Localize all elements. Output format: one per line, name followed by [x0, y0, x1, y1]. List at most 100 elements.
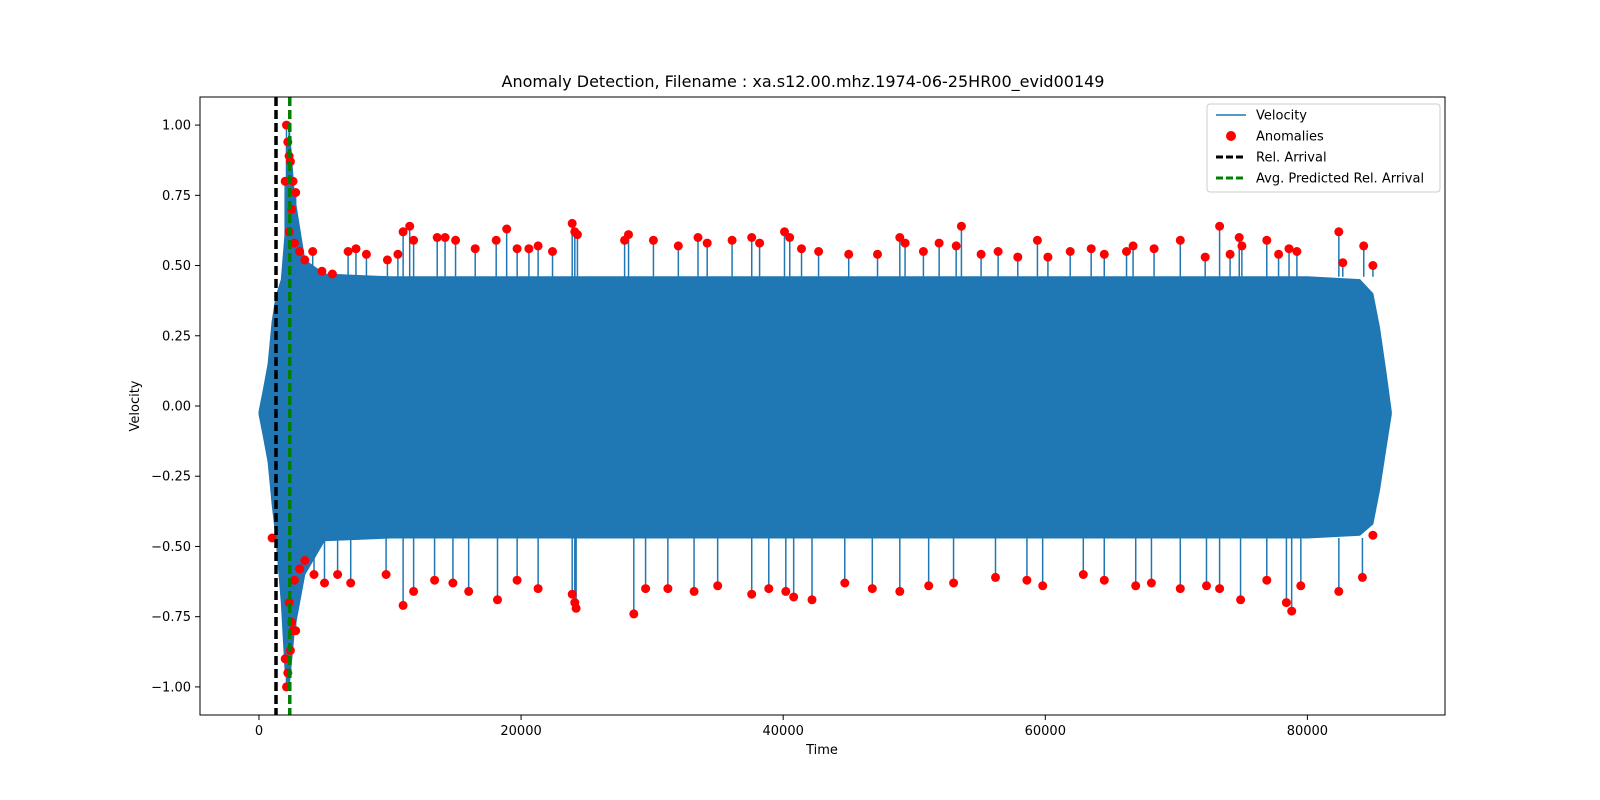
anomaly-point — [1234, 233, 1244, 242]
anomaly-point — [1202, 581, 1211, 591]
anomaly-point — [1175, 235, 1185, 245]
anomaly-point — [951, 241, 961, 251]
anomaly-point — [814, 247, 824, 256]
anomaly-point — [1146, 578, 1156, 588]
anomaly-point — [440, 233, 450, 242]
anomaly-point — [624, 230, 633, 240]
anomaly-point — [409, 586, 419, 596]
anomaly-point — [1334, 586, 1344, 596]
legend-label-velocity: Velocity — [1256, 109, 1307, 124]
anomaly-point — [398, 600, 408, 610]
anomaly-point — [713, 581, 723, 591]
anomaly-point — [1131, 581, 1141, 591]
anomaly-point — [648, 235, 658, 245]
anomaly-point — [934, 238, 944, 248]
anomaly-point — [512, 244, 522, 254]
anomaly-point — [867, 584, 877, 594]
anomaly-point — [327, 269, 337, 279]
anomaly-point — [991, 572, 1000, 582]
anomaly-point — [382, 255, 392, 265]
velocity-series — [258, 125, 1392, 688]
legend-frame — [1206, 103, 1441, 193]
anomaly-point — [291, 626, 301, 636]
anomaly-point — [567, 218, 577, 228]
y-tick-label: 0.50 — [162, 259, 191, 274]
anomaly-point — [918, 247, 928, 256]
anomaly-point — [502, 224, 512, 234]
anomaly-point — [956, 221, 966, 231]
anomaly-point — [381, 570, 391, 579]
anomaly-point — [755, 238, 765, 248]
anomaly-point — [409, 235, 419, 245]
anomaly-point — [1284, 244, 1294, 254]
anomaly-point — [1215, 584, 1225, 594]
x-tick-label: 80000 — [1287, 724, 1328, 739]
anomaly-point — [1236, 595, 1246, 605]
chart-title: Anomaly Detection, Filename : xa.s12.00.… — [502, 72, 1105, 92]
anomaly-point — [1357, 572, 1367, 582]
anomaly-point — [432, 233, 442, 242]
y-axis-label: Velocity — [128, 380, 143, 431]
anomaly-point — [1043, 252, 1053, 262]
y-tick-label: −0.75 — [151, 610, 191, 625]
anomaly-point — [1262, 575, 1272, 585]
x-tick-label: 20000 — [500, 724, 541, 739]
anomaly-point — [1215, 221, 1225, 231]
anomaly-point — [291, 188, 301, 197]
anomaly-point — [491, 235, 501, 245]
anomaly-point — [629, 609, 639, 619]
anomaly-point — [333, 570, 343, 579]
anomaly-point — [1287, 606, 1297, 616]
anomaly-point — [747, 233, 757, 242]
x-tick-label: 0 — [255, 724, 263, 739]
anomaly-point — [1013, 252, 1023, 262]
anomaly-point — [949, 578, 959, 588]
anomaly-point — [470, 244, 480, 254]
anomaly-point — [1078, 570, 1088, 579]
legend-label-anomalies: Anomalies — [1256, 130, 1324, 145]
anomaly-point — [280, 654, 290, 664]
y-tick-label: 0.25 — [162, 329, 191, 344]
anomaly-point — [1368, 261, 1378, 270]
anomaly-point — [289, 575, 299, 585]
anomaly-point — [1022, 575, 1032, 585]
anomaly-point — [840, 578, 850, 588]
anomaly-point — [873, 249, 882, 259]
anomaly-point — [924, 581, 934, 591]
anomaly-point — [1065, 247, 1075, 256]
anomaly-point — [689, 586, 699, 596]
x-axis-label: Time — [805, 743, 838, 758]
anomaly-point — [747, 589, 757, 599]
legend-label-predicted-arrival: Avg. Predicted Rel. Arrival — [1256, 172, 1424, 187]
anomaly-point — [1200, 252, 1210, 262]
y-tick-label: 0.00 — [162, 400, 191, 415]
anomaly-point — [993, 247, 1003, 256]
anomaly-point — [1281, 598, 1291, 608]
anomaly-point — [1122, 247, 1131, 256]
anomaly-point — [1032, 235, 1042, 245]
anomaly-point — [572, 230, 582, 240]
y-tick-label: 1.00 — [162, 119, 191, 134]
y-tick-label: 0.75 — [162, 189, 191, 204]
anomaly-point — [533, 241, 543, 251]
anomaly-point — [1292, 247, 1302, 256]
legend-swatch-anomalies — [1226, 131, 1236, 141]
anomaly-point — [764, 584, 774, 594]
anomaly-point — [308, 247, 318, 256]
anomaly-point — [280, 176, 290, 186]
anomaly-point — [405, 221, 415, 231]
anomaly-point — [785, 233, 795, 242]
anomaly-point — [346, 578, 356, 588]
anomaly-point — [317, 266, 327, 276]
anomaly-point — [1086, 244, 1096, 254]
anomaly-point — [1338, 258, 1348, 268]
anomaly-point — [512, 575, 522, 585]
x-tick-label: 60000 — [1025, 724, 1066, 739]
anomaly-point — [1038, 581, 1048, 591]
anomaly-point — [1274, 249, 1284, 259]
anomaly-point — [1099, 575, 1109, 585]
anomaly-point — [844, 249, 854, 259]
anomaly-point — [430, 575, 440, 585]
anomaly-point — [797, 244, 806, 254]
